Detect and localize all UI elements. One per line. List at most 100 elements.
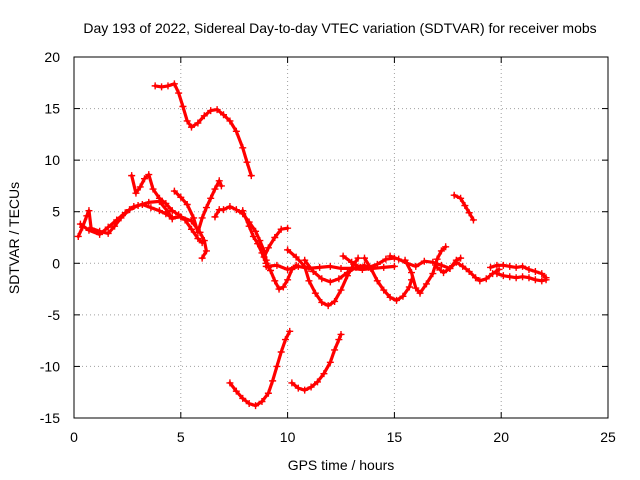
data-point <box>243 158 251 166</box>
data-point <box>429 270 437 278</box>
data-point <box>305 277 313 285</box>
data-point <box>422 280 430 288</box>
data-point <box>294 384 302 392</box>
data-point <box>412 262 420 270</box>
data-point <box>194 235 202 243</box>
data-point <box>412 284 420 292</box>
data-point <box>170 80 178 88</box>
data-point <box>245 400 253 408</box>
data-point <box>138 200 146 208</box>
series-arc-18 <box>151 80 255 180</box>
data-point <box>183 200 191 208</box>
data-point <box>495 265 503 273</box>
y-tick-label: 10 <box>44 152 60 168</box>
data-point <box>164 82 172 90</box>
x-tick-label: 25 <box>600 429 616 445</box>
data-point <box>284 246 292 254</box>
data-point <box>273 362 281 370</box>
series-arc-20 <box>226 327 294 410</box>
data-point <box>356 263 364 271</box>
data-point <box>104 229 112 237</box>
data-point <box>399 292 407 300</box>
data-point <box>207 107 215 115</box>
series-trace <box>213 205 270 269</box>
data-point <box>226 117 234 125</box>
data-point <box>281 336 289 344</box>
series-arc-5 <box>211 203 272 271</box>
y-tick-label: -10 <box>40 358 60 374</box>
data-point <box>220 111 228 119</box>
series-trace <box>130 173 204 245</box>
data-point <box>187 225 195 233</box>
data-point <box>442 243 450 251</box>
data-point <box>162 199 170 207</box>
data-point <box>452 258 460 266</box>
data-point <box>318 298 326 306</box>
data-point <box>457 254 465 262</box>
data-point <box>469 216 477 224</box>
data-point <box>232 206 240 214</box>
data-point <box>373 277 381 285</box>
data-point <box>213 106 221 114</box>
series-arc-21 <box>288 330 345 394</box>
data-point <box>472 274 480 282</box>
data-point <box>457 194 465 202</box>
data-point <box>390 262 398 270</box>
data-point <box>273 261 281 269</box>
series-arc-19 <box>450 191 477 224</box>
data-point <box>525 274 533 282</box>
data-point <box>168 207 176 215</box>
data-point <box>288 379 296 387</box>
data-point <box>311 289 319 297</box>
data-point <box>499 272 507 280</box>
series-arc-3 <box>128 171 206 247</box>
data-point <box>175 211 183 219</box>
data-point <box>187 123 195 131</box>
plot-frame <box>73 56 609 419</box>
data-point <box>380 263 388 271</box>
data-point <box>292 253 300 261</box>
data-point <box>433 255 441 263</box>
data-point <box>232 387 240 395</box>
data-point <box>309 268 317 276</box>
data-point <box>405 283 413 291</box>
data-point <box>271 277 279 285</box>
data-point <box>264 244 272 252</box>
data-point <box>220 206 228 214</box>
data-point <box>420 257 428 265</box>
data-point <box>140 175 148 183</box>
data-point <box>275 285 283 293</box>
y-tick-label: 20 <box>44 49 60 65</box>
data-point <box>360 254 368 262</box>
data-point <box>326 278 334 286</box>
data-point <box>96 230 104 238</box>
data-point <box>85 207 93 215</box>
y-tick-label: 5 <box>52 204 60 220</box>
series-arc-7 <box>260 224 292 261</box>
data-point <box>343 269 351 277</box>
data-point <box>113 216 121 224</box>
data-point <box>326 358 334 366</box>
data-point <box>324 302 332 310</box>
data-point <box>130 203 138 211</box>
data-point <box>284 265 292 273</box>
data-point <box>262 262 270 270</box>
series-trace <box>362 256 414 302</box>
data-point <box>269 377 277 385</box>
data-point <box>331 297 339 305</box>
data-point <box>337 330 345 338</box>
data-point <box>519 262 527 270</box>
data-point <box>382 255 390 263</box>
data-point <box>198 214 206 222</box>
series-arc-4 <box>170 177 225 236</box>
data-point <box>307 383 315 391</box>
series-trace <box>290 332 343 392</box>
series-trace <box>262 226 290 259</box>
data-point <box>271 234 279 241</box>
data-point <box>440 269 448 277</box>
data-point <box>433 263 441 271</box>
data-point <box>83 212 91 220</box>
data-point <box>512 263 520 271</box>
data-point <box>373 260 381 268</box>
